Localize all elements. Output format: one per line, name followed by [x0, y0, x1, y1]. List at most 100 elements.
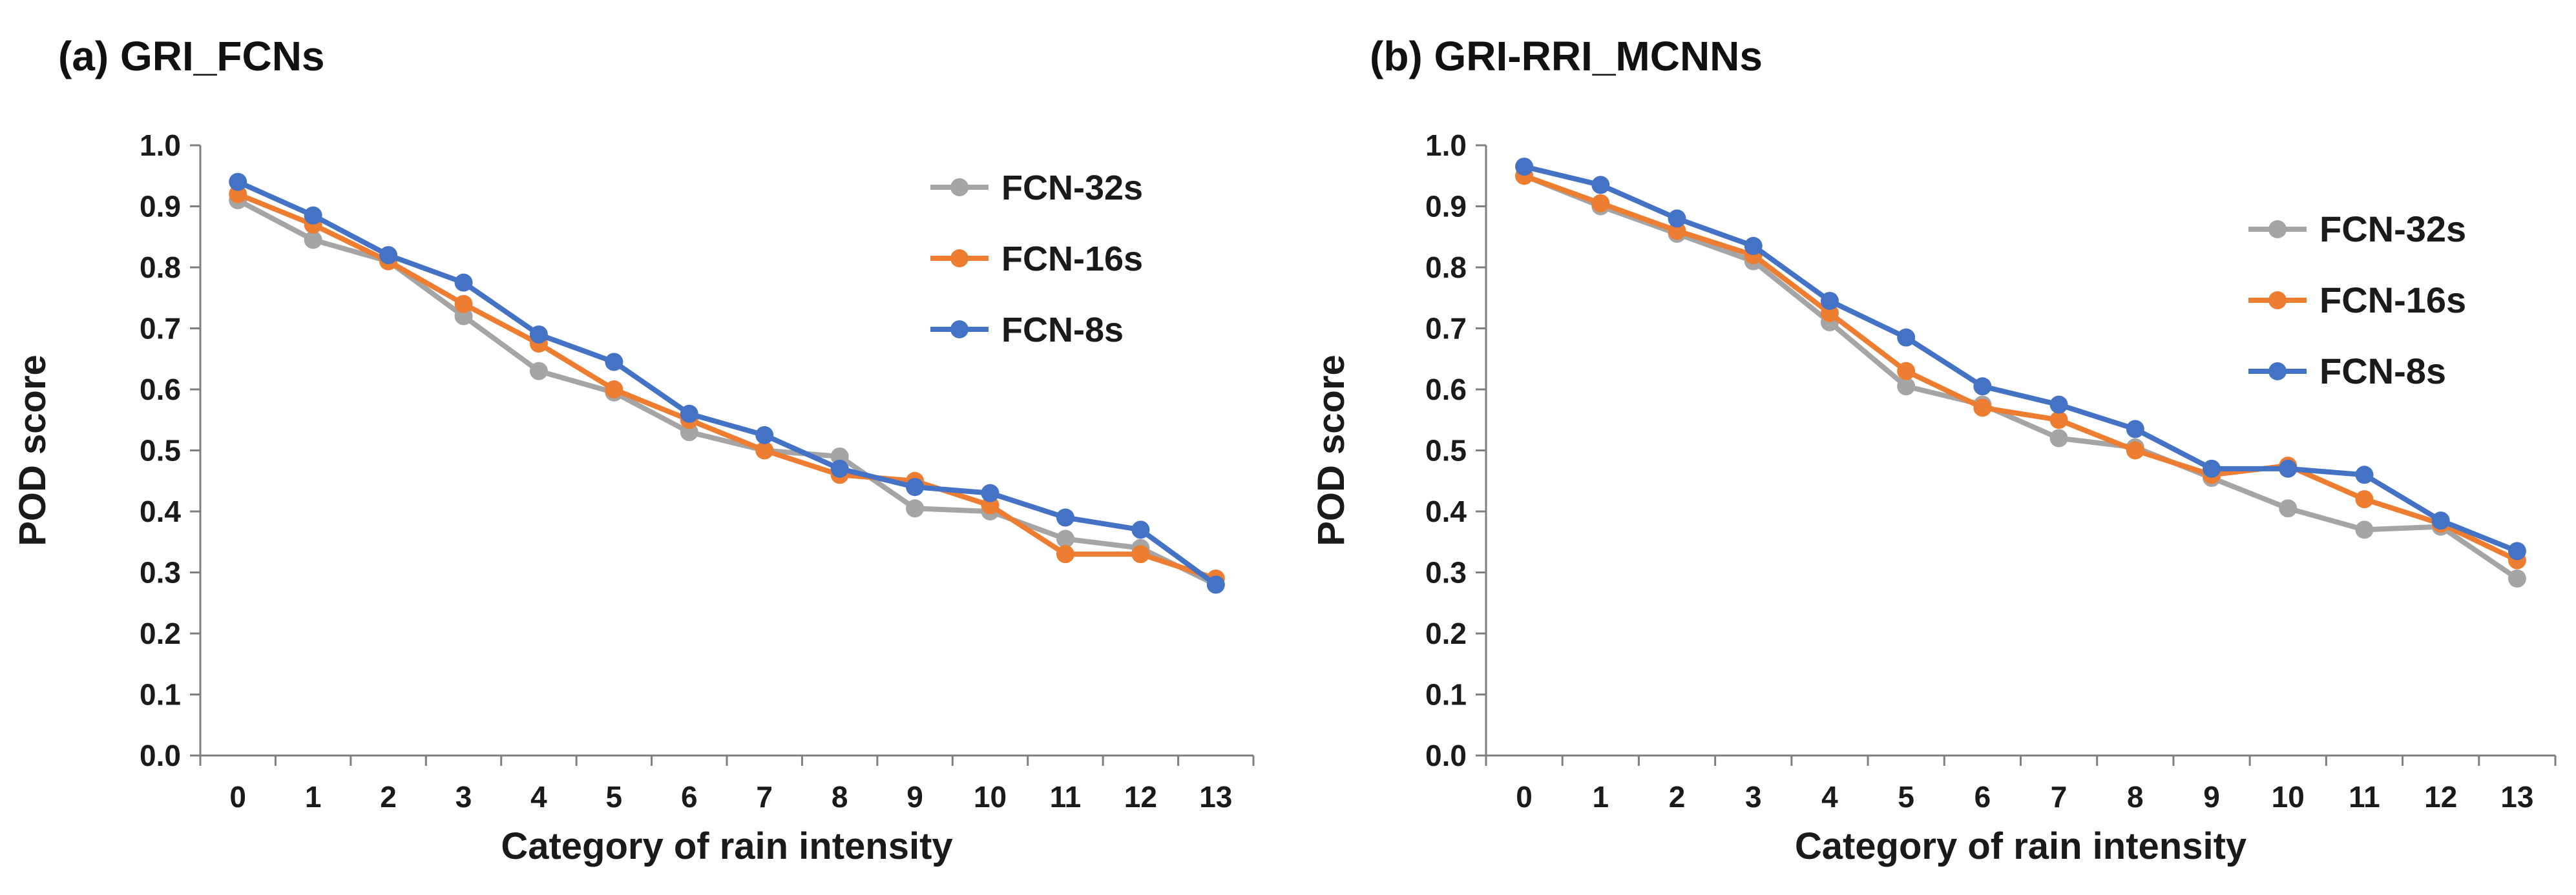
legend-label: FCN-8s	[1001, 311, 1124, 349]
y-tick-label: 0.5	[140, 434, 181, 468]
y-tick-label: 1.0	[1425, 129, 1467, 162]
y-tick-label: 0.2	[140, 617, 181, 650]
x-tick-label: 12	[2424, 780, 2457, 814]
data-point	[2355, 466, 2374, 484]
x-tick-label: 4	[530, 780, 547, 814]
data-point	[379, 246, 398, 265]
x-tick-label: 7	[2051, 780, 2068, 814]
data-point	[2279, 499, 2298, 518]
y-tick-label: 0.9	[140, 190, 181, 223]
data-point	[605, 353, 623, 371]
data-point	[2508, 542, 2526, 561]
x-tick-label: 5	[606, 780, 623, 814]
data-point	[2203, 459, 2221, 478]
series-line-fcn-8s	[1524, 164, 2518, 554]
y-tick-label: 0.0	[140, 739, 181, 772]
x-tick-label: 0	[1516, 780, 1533, 814]
data-point	[1591, 194, 1610, 212]
x-tick-label: 5	[1898, 780, 1914, 814]
series-line-fcn-8s	[236, 180, 1218, 587]
data-point	[1668, 209, 1686, 228]
y-tick-label: 0.4	[1425, 495, 1467, 528]
data-point	[1973, 398, 1992, 417]
data-point	[1131, 520, 1150, 539]
x-tick-label: 1	[1593, 780, 1609, 814]
series-line-fcn-16s	[236, 191, 1217, 581]
x-tick-label: 0	[229, 780, 246, 814]
y-tick-label: 1.0	[140, 129, 181, 162]
series-line-fcn-32s	[1523, 173, 2519, 581]
data-point	[2049, 429, 2068, 448]
panel-b-title: (b) GRI-RRI_MCNNs	[1370, 33, 1763, 79]
x-tick-label: 13	[2500, 780, 2533, 814]
x-tick-label: 7	[756, 780, 773, 814]
x-axis-title: Category of rain intensity	[501, 825, 952, 867]
data-point	[2355, 490, 2374, 509]
x-tick-label: 10	[2272, 780, 2305, 814]
x-tick-label: 8	[2127, 780, 2144, 814]
legend-label: FCN-8s	[2319, 351, 2446, 391]
legend-marker	[2268, 362, 2287, 380]
data-point	[2431, 511, 2450, 530]
x-tick-label: 13	[1199, 780, 1232, 814]
legend-label: FCN-16s	[1001, 240, 1143, 278]
y-tick-label: 0.6	[140, 373, 181, 406]
data-point	[1897, 328, 1916, 347]
x-tick-label: 1	[305, 780, 322, 814]
legend-label: FCN-32s	[1001, 169, 1143, 207]
y-tick-label: 0.5	[1425, 434, 1467, 468]
data-point	[1591, 176, 1610, 194]
data-point	[605, 380, 623, 398]
x-tick-label: 11	[2349, 780, 2380, 814]
y-tick-label: 0.3	[140, 556, 181, 590]
data-point	[1820, 291, 1839, 310]
data-point	[2355, 520, 2374, 539]
y-tick-label: 0.2	[1425, 617, 1467, 650]
data-point	[830, 459, 849, 478]
data-point	[304, 206, 322, 225]
data-point	[2049, 395, 2068, 414]
x-axis-title: Category of rain intensity	[1795, 825, 2246, 867]
data-point	[304, 231, 322, 249]
data-point	[2279, 459, 2298, 478]
series-line-fcn-16s	[1523, 173, 2518, 563]
data-point	[1206, 575, 1225, 594]
y-tick-label: 0.4	[140, 495, 181, 528]
panel-a-title: (a) GRI_FCNs	[58, 33, 325, 79]
x-tick-label: 3	[1745, 780, 1762, 814]
x-tick-label: 2	[380, 780, 397, 814]
data-point	[1515, 158, 1534, 176]
y-tick-label: 0.1	[1425, 678, 1467, 712]
x-tick-label: 6	[681, 780, 698, 814]
y-axis-title: POD score	[12, 355, 54, 546]
data-point	[1131, 545, 1150, 564]
data-point	[529, 362, 548, 380]
legend-marker	[2268, 220, 2287, 238]
data-point	[2508, 569, 2526, 588]
y-tick-label: 0.0	[1425, 739, 1467, 772]
data-point	[755, 426, 774, 444]
data-point	[1897, 377, 1916, 396]
data-point	[454, 294, 473, 313]
x-tick-label: 12	[1124, 780, 1157, 814]
y-tick-label: 0.3	[1425, 556, 1467, 590]
y-tick-label: 0.7	[1425, 312, 1467, 345]
legend-label: FCN-16s	[2319, 280, 2466, 320]
data-point	[2049, 411, 2068, 429]
y-axis-title: POD score	[1310, 355, 1352, 546]
x-tick-label: 9	[906, 780, 923, 814]
y-tick-label: 0.8	[1425, 251, 1467, 284]
data-point	[981, 484, 1000, 502]
y-tick-label: 0.9	[1425, 190, 1467, 223]
data-point	[1897, 362, 1916, 380]
data-point	[906, 478, 925, 497]
chart-panel-b: 0.00.10.20.30.40.50.60.70.80.91.00 1 2 3 4 5 6…	[1310, 129, 2557, 867]
x-tick-label: 3	[456, 780, 472, 814]
data-point	[529, 325, 548, 344]
x-tick-label: 4	[1821, 780, 1838, 814]
x-tick-label: 9	[2203, 780, 2220, 814]
x-tick-label: 6	[1974, 780, 1991, 814]
y-tick-label: 0.8	[140, 251, 181, 284]
legend-marker	[950, 249, 969, 267]
